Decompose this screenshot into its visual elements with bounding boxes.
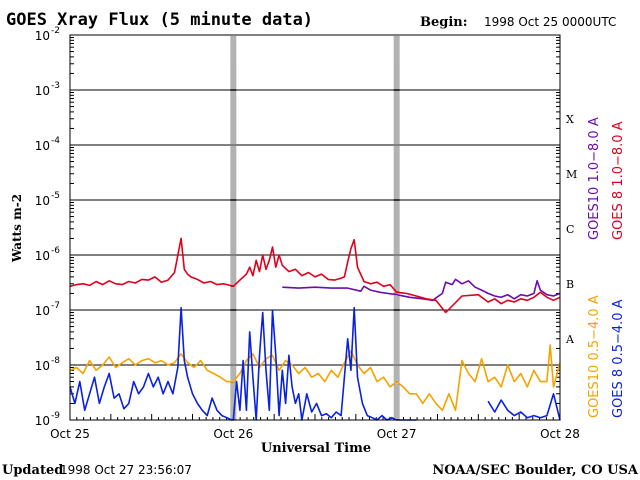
flare-class-label: B [566, 278, 574, 291]
y-tick-exponent: -8 [51, 356, 60, 366]
x-axis-label: Universal Time [261, 441, 371, 456]
flare-class-label: A [565, 333, 575, 346]
series-line-3 [69, 306, 561, 421]
chart-title: GOES Xray Flux (5 minute data) [6, 10, 313, 30]
flare-class-label: M [566, 168, 577, 181]
flare-class-label: X [566, 113, 574, 126]
legend-goes10-long: GOES10 1.0−8.0 A [587, 117, 602, 240]
updated-value: 1998 Oct 27 23:56:07 [60, 463, 192, 477]
legend-goes8-long: GOES 8 1.0−8.0 A [611, 121, 626, 240]
flare-class-labels: X M C B A [565, 113, 577, 346]
y-tick-label: 10 [35, 304, 50, 318]
series-line-1 [69, 237, 561, 314]
y-tick-exponent: -3 [51, 81, 60, 91]
y-tick-exponent: -2 [51, 26, 60, 36]
series-line-2 [69, 344, 561, 412]
flare-class-label: C [566, 223, 574, 236]
y-tick-label: 10 [35, 414, 50, 428]
y-tick-exponent: -4 [51, 136, 60, 146]
begin-value: 1998 Oct 25 0000UTC [484, 15, 616, 29]
x-tick-label: Oct 28 [540, 427, 580, 441]
x-tick-label: Oct 26 [213, 427, 253, 441]
plot-frame [69, 34, 561, 421]
credit: NOAA/SEC Boulder, CO USA [432, 463, 639, 478]
y-tick-exponent: -7 [51, 301, 60, 311]
y-tick-labels: 10-210-310-410-510-610-710-810-9 [35, 26, 61, 428]
legend-goes8-short: GOES 8 0.5−4.0 A [611, 299, 626, 418]
y-tick-label: 10 [35, 194, 50, 208]
y-tick-label: 10 [35, 249, 50, 263]
x-tick-labels: Oct 25 Oct 26 Oct 27 Oct 28 [50, 427, 580, 441]
legend-goes10-short: GOES10 0.5−4.0 A [587, 295, 602, 418]
y-tick-label: 10 [35, 29, 50, 43]
x-tick-label: Oct 27 [377, 427, 417, 441]
y-tick-label: 10 [35, 139, 50, 153]
series-line-0 [282, 278, 561, 302]
y-axis-label: Watts m-2 [10, 194, 24, 263]
legend: GOES10 1.0−8.0 A GOES 8 1.0−8.0 A GOES10… [587, 117, 626, 418]
y-tick-label: 10 [35, 84, 50, 98]
y-tick-label: 10 [35, 359, 50, 373]
y-tick-exponent: -6 [51, 246, 60, 256]
y-tick-exponent: -9 [51, 411, 60, 421]
x-tick-label: Oct 25 [50, 427, 90, 441]
updated-label: Updated [2, 463, 63, 478]
series-lines [69, 237, 561, 421]
y-tick-exponent: -5 [51, 191, 60, 201]
begin-label: Begin: [420, 15, 468, 30]
